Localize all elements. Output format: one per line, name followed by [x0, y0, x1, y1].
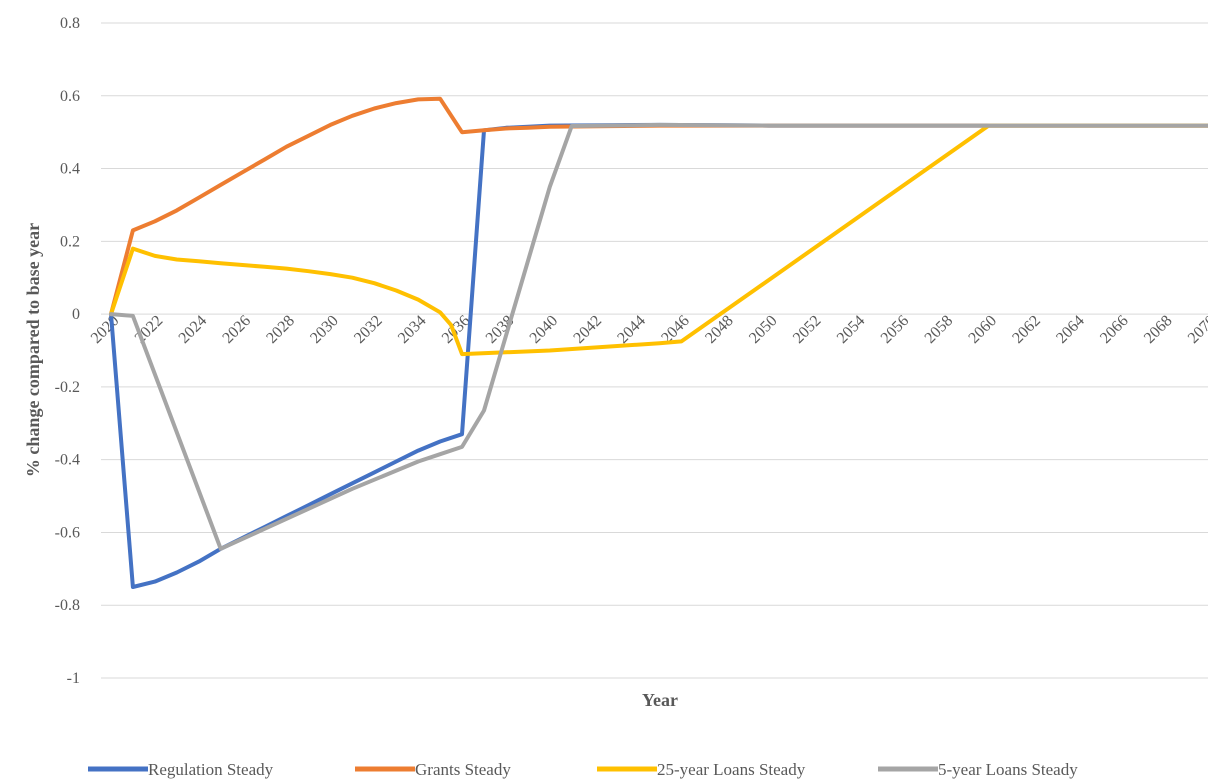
y-tick-label: -0.2: [55, 379, 80, 396]
x-tick-label: 2060: [965, 312, 1000, 347]
y-tick-label: -0.6: [55, 524, 80, 541]
legend-label: Regulation Steady: [148, 760, 274, 779]
x-tick-label: 2034: [395, 312, 430, 347]
gridlines: [101, 22, 1208, 679]
series-line-grants-steady: [109, 96, 1208, 317]
legend: Regulation Steady Grants Steady 25-year Lo…: [88, 760, 1078, 779]
y-tick-label: 0.2: [60, 233, 80, 250]
x-tick-label: 2068: [1141, 312, 1176, 347]
x-tick-label: 2066: [1097, 312, 1132, 347]
x-tick-label: 2048: [702, 312, 737, 347]
x-tick-label: 2054: [834, 312, 869, 347]
legend-entry: 25-year Loans Steady: [597, 760, 806, 779]
x-tick-label: 2020: [88, 312, 123, 347]
x-tick-label: 2032: [351, 312, 386, 347]
y-axis-ticks: 0.8 0.6 0.4 0.2 0 -0.2 -0.4 -0.6 -0.8 -1: [55, 15, 80, 687]
y-axis-title: % change compared to base year: [23, 223, 43, 477]
x-tick-label: 2064: [1053, 312, 1088, 347]
legend-label: 5-year Loans Steady: [938, 760, 1078, 779]
series-line-25-year-loans-steady: [109, 123, 1208, 357]
x-tick-label: 2070: [1185, 312, 1208, 347]
x-tick-label: 2056: [878, 312, 913, 347]
x-axis-title: Year: [642, 690, 678, 710]
y-tick-label: -0.8: [55, 597, 80, 614]
legend-label: 25-year Loans Steady: [657, 760, 806, 779]
legend-entry: Regulation Steady: [88, 760, 274, 779]
x-tick-label: 2028: [263, 312, 298, 347]
x-tick-label: 2052: [790, 312, 825, 347]
series-lines: [109, 96, 1208, 589]
x-axis-ticks: 2020 2022 2024 2026 2028 2030 2032 2034 2036 2038…: [88, 312, 1208, 347]
y-tick-label: 0.6: [60, 88, 80, 105]
x-tick-label: 2050: [746, 312, 781, 347]
y-tick-label: 0: [72, 306, 80, 323]
x-tick-label: 2030: [307, 312, 342, 347]
y-tick-label: 0.8: [60, 15, 80, 32]
x-tick-label: 2044: [614, 312, 649, 347]
x-tick-label: 2024: [176, 312, 211, 347]
y-tick-label: 0.4: [60, 161, 80, 178]
legend-entry: 5-year Loans Steady: [878, 760, 1078, 779]
legend-label: Grants Steady: [415, 760, 511, 779]
x-tick-label: 2058: [922, 312, 957, 347]
x-tick-label: 2040: [527, 312, 562, 347]
legend-entry: Grants Steady: [355, 760, 511, 779]
y-tick-label: -1: [67, 670, 80, 687]
series-line-regulation-steady: [109, 122, 1208, 589]
x-tick-label: 2062: [1009, 312, 1044, 347]
x-tick-label: 2026: [219, 312, 254, 347]
x-tick-label: 2042: [570, 312, 605, 347]
series-line-5-year-loans-steady: [109, 122, 1208, 551]
y-tick-label: -0.4: [55, 452, 80, 469]
